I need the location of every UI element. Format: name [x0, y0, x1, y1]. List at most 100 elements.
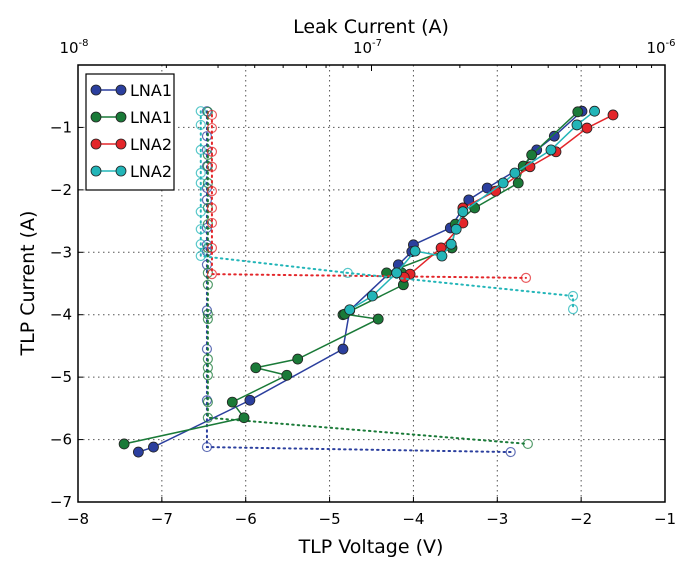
series-lna2-3	[195, 105, 600, 316]
tlp-point	[509, 167, 521, 179]
tlp-point	[436, 250, 448, 262]
tlp-point	[581, 122, 593, 134]
leak-point	[195, 144, 206, 156]
tlp-point	[292, 353, 304, 365]
leak-point	[202, 362, 213, 373]
leak-point	[201, 441, 213, 453]
tlp-point	[512, 177, 524, 189]
legend-marker	[90, 84, 102, 96]
y-tick-label: −3	[50, 243, 72, 261]
legend-label: LNA2	[130, 162, 172, 181]
leak-point	[195, 167, 206, 179]
legend-label: LNA1	[130, 108, 172, 127]
x-tick-label: −4	[402, 510, 424, 528]
top-axis-ticks: 10-8 10-7 10-6	[59, 38, 676, 71]
leak-point	[195, 119, 206, 131]
tlp-point	[244, 394, 256, 406]
leak-point	[195, 177, 206, 189]
y-tick-label: −5	[50, 368, 72, 386]
tlp-point	[548, 130, 560, 142]
top-tick-label: 10-7	[353, 38, 382, 57]
leak-point	[202, 267, 213, 278]
legend-label: LNA2	[130, 135, 172, 154]
tlp-point	[366, 290, 378, 302]
legend: LNA1 LNA1 LNA2 LNA2	[85, 73, 175, 191]
leak-point	[195, 224, 206, 235]
tlp-point	[445, 238, 457, 250]
leak-point	[206, 146, 218, 157]
legend-marker	[90, 165, 102, 177]
tlp-point	[372, 313, 384, 325]
leak-point	[195, 250, 206, 262]
tlp-point	[250, 362, 262, 374]
leak-point	[342, 267, 353, 278]
tlp-point	[118, 438, 130, 450]
x-tick-label: −7	[151, 510, 173, 528]
tlp-point	[391, 267, 403, 279]
x-axis-ticks: −8 −7 −6 −5 −4 −3 −2 −1	[67, 497, 676, 528]
leak-point	[520, 272, 532, 283]
tlp-point	[344, 304, 356, 316]
leak-point	[567, 290, 579, 302]
legend-marker	[115, 138, 127, 150]
legend-marker	[115, 165, 127, 177]
y-tick-label: −4	[50, 306, 72, 324]
leak-point	[505, 446, 516, 458]
plot-frame	[77, 64, 666, 503]
tlp-point	[572, 106, 584, 118]
tlp-point	[589, 105, 600, 117]
tlp-point	[457, 206, 469, 218]
top-axis-title: Leak Current (A)	[293, 16, 449, 38]
x-tick-label: −2	[570, 510, 592, 528]
y-tick-label: −7	[50, 493, 72, 511]
legend-marker	[115, 111, 127, 123]
x-tick-label: −6	[235, 510, 257, 528]
leak-line	[206, 110, 529, 445]
leak-point	[202, 313, 213, 325]
leak-point	[195, 239, 206, 250]
series-lna1-0	[132, 105, 588, 458]
leak-point	[195, 206, 206, 217]
legend-marker	[90, 111, 102, 123]
legend-marker	[115, 84, 127, 96]
x-tick-label: −3	[486, 510, 508, 528]
leak-line	[199, 110, 575, 311]
leak-point	[202, 412, 213, 423]
x-axis-title: TLP Voltage (V)	[298, 536, 444, 558]
tlp-point	[132, 446, 144, 458]
tlp-point	[238, 412, 250, 424]
tlp-point	[337, 343, 349, 355]
leak-point	[202, 397, 213, 408]
tlp-point	[526, 149, 538, 161]
tlp-point	[450, 223, 462, 235]
legend-marker	[90, 138, 102, 150]
y-tick-label: −1	[50, 118, 72, 136]
leak-point	[206, 161, 218, 172]
leak-point	[206, 269, 218, 280]
leak-point	[195, 106, 206, 117]
leak-point	[206, 202, 218, 214]
leak-point	[206, 217, 218, 229]
leak-line	[210, 113, 527, 279]
series-layer	[118, 105, 619, 458]
x-tick-label: −5	[319, 510, 341, 528]
top-tick-label: 10-6	[646, 38, 675, 57]
series-lna2-2	[206, 109, 619, 283]
tlp-point	[226, 396, 238, 408]
y-axis-ticks: −1 −2 −3 −4 −5 −6 −7	[50, 118, 665, 511]
y-tick-label: −6	[50, 431, 72, 449]
x-tick-label: −8	[67, 510, 89, 528]
tlp-point	[545, 144, 557, 156]
tlp-point	[148, 441, 159, 453]
tlp-point	[607, 109, 619, 121]
tlp-point	[281, 369, 293, 381]
leak-point	[202, 279, 213, 290]
legend-label: LNA1	[130, 81, 172, 100]
x-tick-label: −1	[654, 510, 676, 528]
y-tick-label: −2	[50, 181, 72, 199]
leak-point	[206, 242, 218, 254]
tlp-point	[571, 119, 583, 131]
series-lna1-1	[118, 106, 584, 450]
tlp-point	[409, 245, 421, 257]
